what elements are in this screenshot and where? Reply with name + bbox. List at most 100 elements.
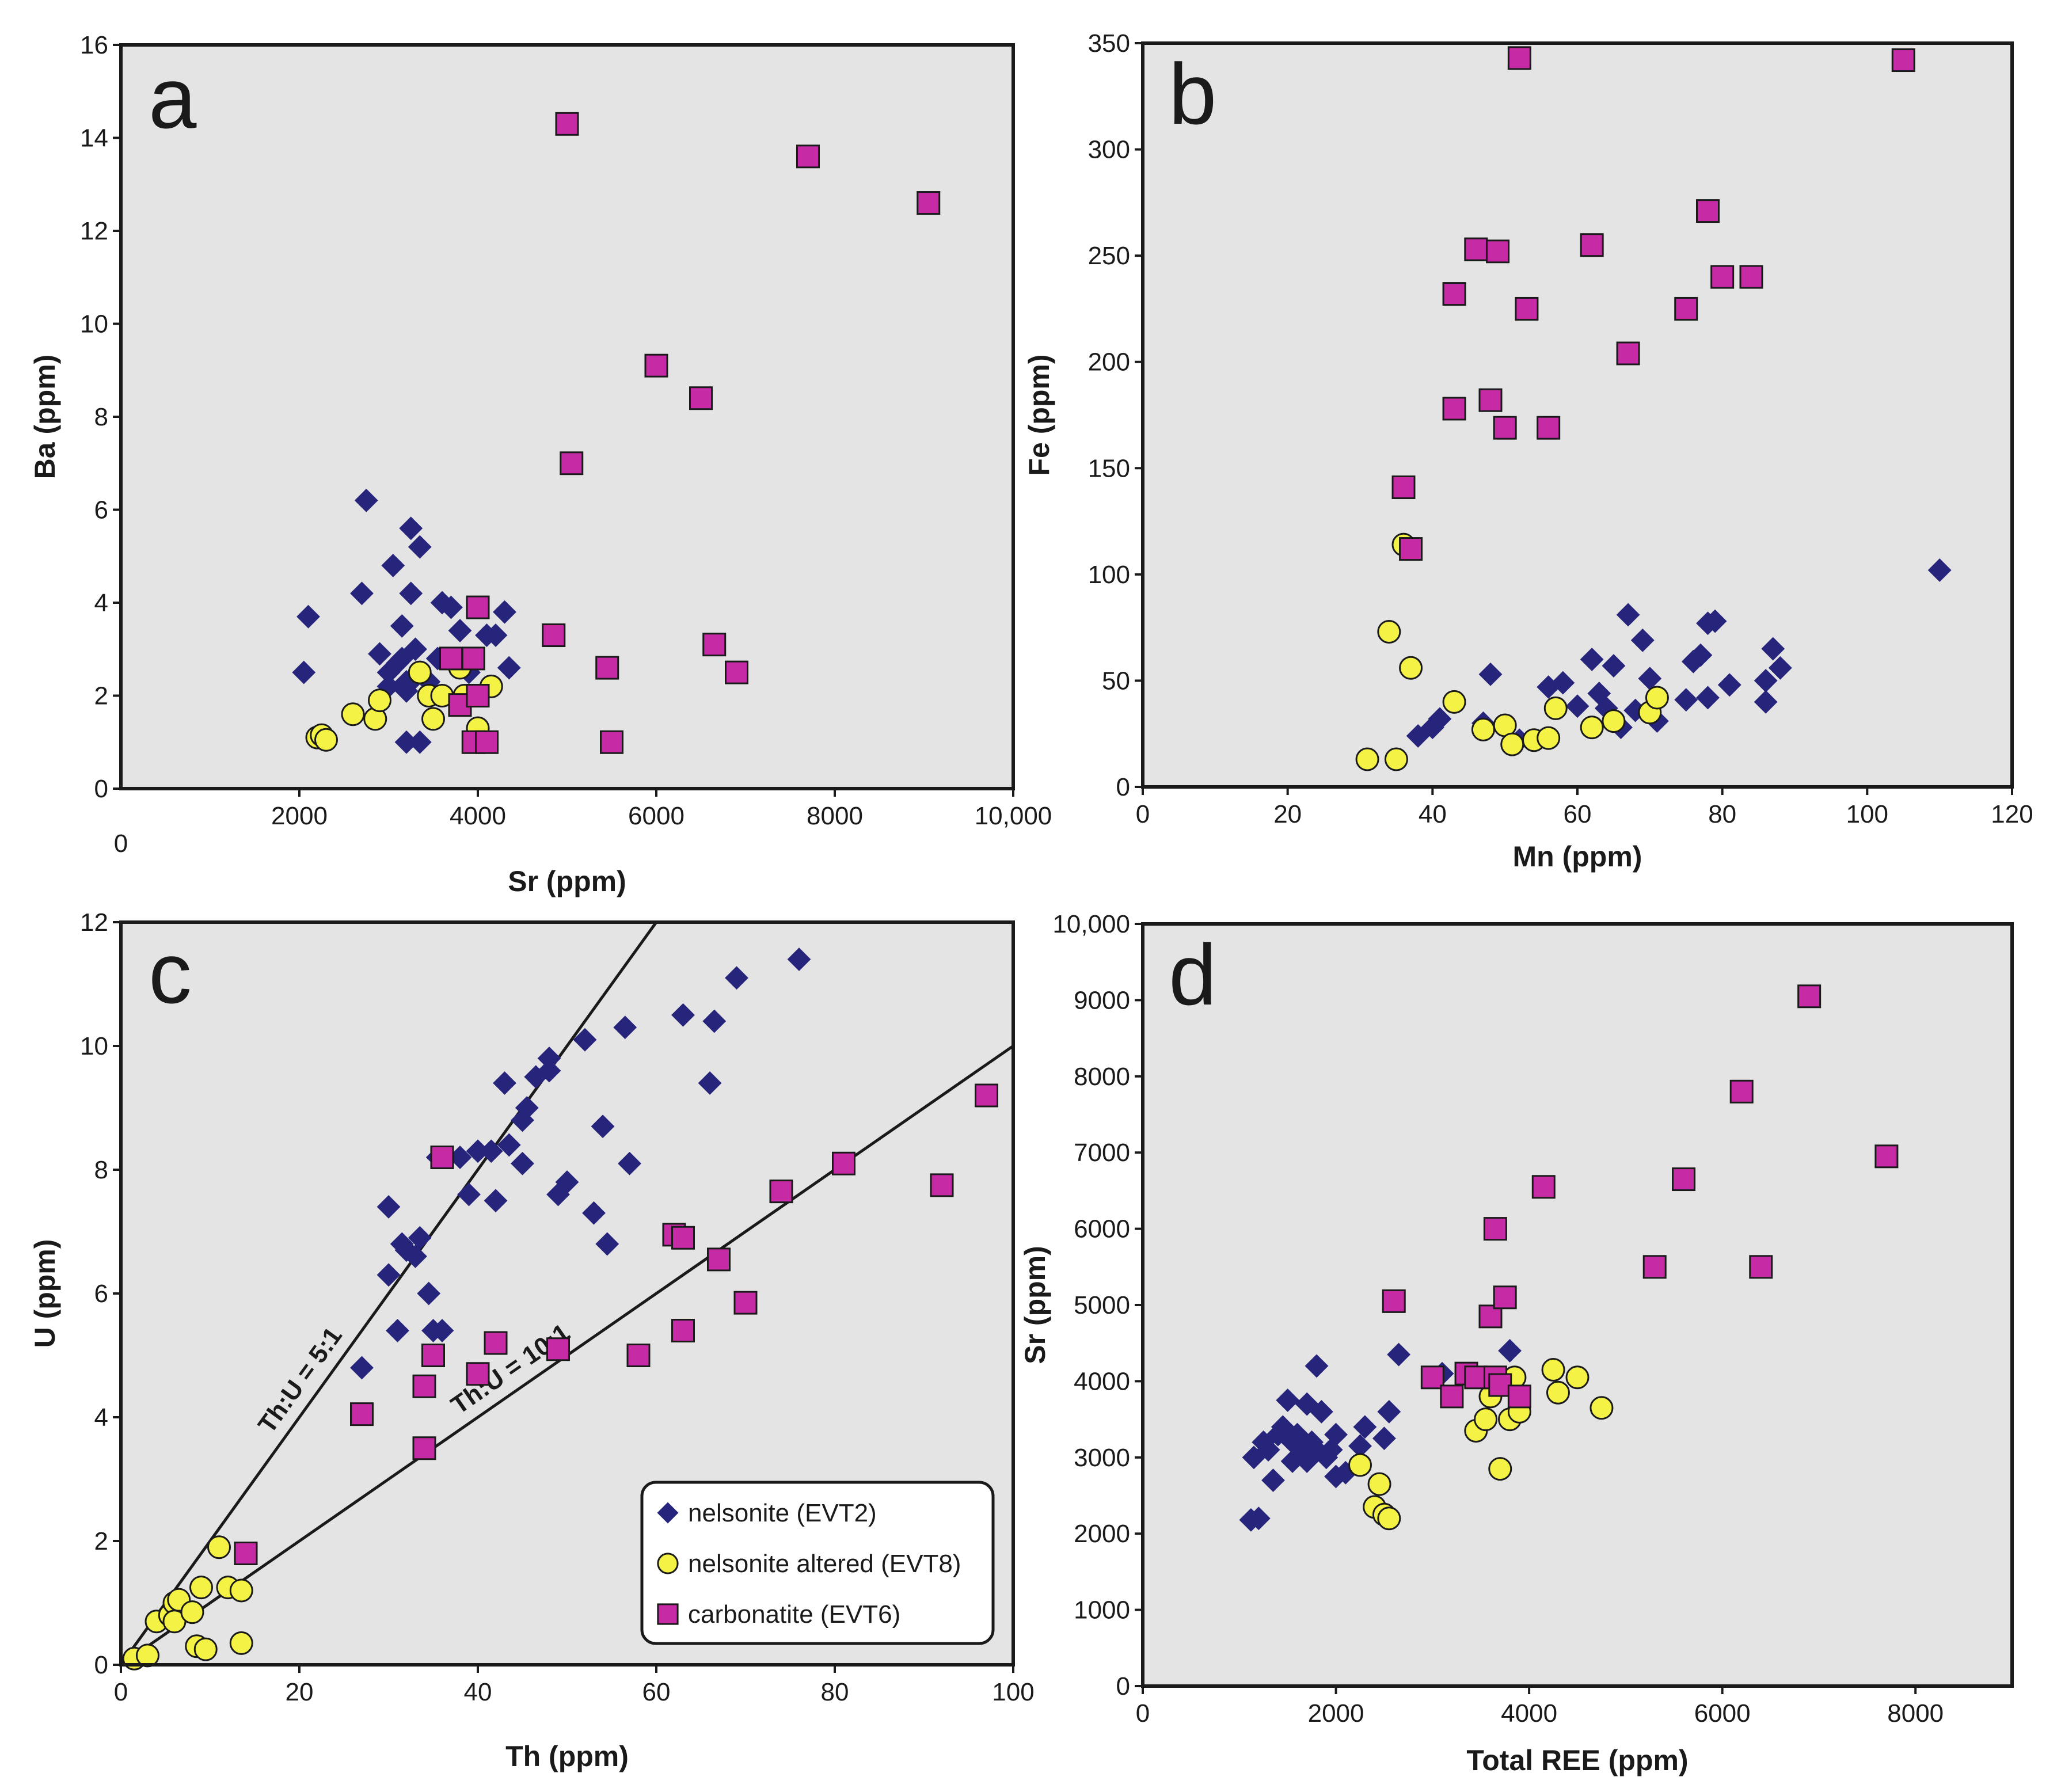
panel-d-marks bbox=[1239, 984, 1899, 1532]
panel-b-y-tick-label: 100 bbox=[1088, 561, 1130, 589]
panel-a-point-carbonatite bbox=[560, 451, 584, 475]
panel-b-point-nelsonite bbox=[1674, 688, 1698, 712]
panel-b-x-tick-label: 100 bbox=[1846, 800, 1888, 828]
panel-d-point-nelsonite_altered bbox=[1474, 1407, 1498, 1432]
panel-a-point-nelsonite bbox=[408, 730, 432, 754]
panel-c-point-nelsonite bbox=[350, 1356, 374, 1380]
panel-b-point-carbonatite bbox=[1464, 237, 1488, 261]
legend-label-carbonatite: carbonatite (EVT6) bbox=[688, 1600, 900, 1629]
panel-d-point-carbonatite bbox=[1531, 1175, 1556, 1199]
panel-b-point-nelsonite bbox=[1580, 648, 1604, 671]
panel-c-x-tick-label: 100 bbox=[992, 1678, 1034, 1706]
panel-b-point-nelsonite bbox=[1768, 656, 1792, 680]
panel-a-point-nelsonite_altered bbox=[314, 728, 338, 752]
panel-d-letter: d bbox=[1169, 926, 1216, 1023]
panel-b-point-nelsonite bbox=[1616, 603, 1640, 627]
panel-d-point-nelsonite bbox=[1377, 1399, 1401, 1424]
panel-d-y-tick-label: 6000 bbox=[1074, 1215, 1130, 1243]
panel-d-point-nelsonite_altered bbox=[1367, 1472, 1391, 1496]
panel-d-y-tick-label: 10,000 bbox=[1052, 910, 1130, 938]
panel-d-x-tick-label: 2000 bbox=[1308, 1699, 1364, 1728]
panel-c-point-nelsonite bbox=[386, 1319, 409, 1342]
panel-a-point-carbonatite bbox=[644, 353, 668, 378]
panel-c-point-nelsonite_altered bbox=[193, 1637, 218, 1661]
panel-a-point-carbonatite bbox=[542, 623, 566, 648]
panel-b-point-carbonatite bbox=[1710, 265, 1735, 289]
panel-c-y-tick-label: 8 bbox=[94, 1156, 108, 1184]
panel-d-y-tick-label: 3000 bbox=[1074, 1444, 1130, 1472]
panel-a-point-carbonatite bbox=[595, 656, 619, 680]
panel-d-y-axis-title: Sr (ppm) bbox=[1019, 1246, 1051, 1364]
panel-c-point-carbonatite bbox=[234, 1542, 258, 1565]
panel-a-point-nelsonite bbox=[399, 516, 423, 541]
panel-b-point-nelsonite bbox=[1754, 669, 1778, 693]
panel-d-plot-area bbox=[1143, 924, 2012, 1686]
panel-c-x-tick-label: 0 bbox=[114, 1678, 128, 1706]
panel-b-point-nelsonite_altered bbox=[1537, 726, 1561, 750]
panel-d-point-carbonatite bbox=[1488, 1373, 1512, 1397]
panel-a-y-tick-label: 6 bbox=[94, 496, 108, 524]
panel-b-x-tick-label: 20 bbox=[1273, 800, 1302, 828]
panel-c-x-tick-label: 80 bbox=[821, 1678, 849, 1706]
legend-label-nelsonite_altered: nelsonite altered (EVT8) bbox=[688, 1550, 961, 1578]
panel-c-point-nelsonite bbox=[671, 1003, 695, 1027]
panel-c-point-nelsonite bbox=[377, 1263, 401, 1287]
panel-d-point-nelsonite_altered bbox=[1488, 1457, 1512, 1481]
panel-c-point-carbonatite bbox=[930, 1173, 954, 1197]
panel-c-point-nelsonite bbox=[377, 1195, 401, 1219]
panel-a-point-carbonatite bbox=[466, 684, 490, 707]
panel-d-point-nelsonite bbox=[1305, 1354, 1329, 1378]
panel-c-point-carbonatite bbox=[769, 1180, 793, 1204]
panel-a-ticks: 2000 4000 6000 8000 10,000 0 2 4 6 8 10 12 14 16 bbox=[80, 31, 1052, 830]
legend-box bbox=[640, 1481, 995, 1645]
panel-a-point-nelsonite bbox=[381, 553, 405, 577]
panel-a: 2000 4000 6000 8000 10,000 0 2 4 6 8 10 12 14 16 a Sr… bbox=[29, 31, 1052, 897]
panel-d-y-tick-label: 9000 bbox=[1074, 986, 1130, 1014]
panel-a-point-carbonatite bbox=[461, 646, 485, 671]
panel-c-point-nelsonite bbox=[493, 1071, 516, 1095]
legend-marker-nelsonite bbox=[657, 1502, 679, 1524]
panel-d-point-carbonatite bbox=[1420, 1365, 1444, 1390]
panel-c-point-nelsonite bbox=[404, 1245, 427, 1268]
panel-c-y-tick-label: 6 bbox=[94, 1280, 108, 1308]
panel-b-point-nelsonite_altered bbox=[1355, 747, 1379, 771]
panel-d-x-tick-label: 8000 bbox=[1887, 1699, 1944, 1728]
panel-a-point-nelsonite bbox=[368, 642, 391, 666]
panel-d-point-carbonatite bbox=[1382, 1289, 1406, 1313]
panel-a-point-nelsonite_altered bbox=[368, 688, 391, 713]
panel-b-point-nelsonite_altered bbox=[1580, 716, 1604, 740]
panel-b-point-nelsonite_altered bbox=[1384, 747, 1408, 771]
legend-marker-carbonatite bbox=[657, 1603, 679, 1625]
panel-c-point-carbonatite bbox=[421, 1344, 445, 1367]
panel-d-point-carbonatite bbox=[1642, 1255, 1667, 1279]
panel-a-point-carbonatite bbox=[555, 112, 579, 136]
panel-d-point-carbonatite bbox=[1874, 1144, 1899, 1169]
panel-b-y-tick-label: 250 bbox=[1088, 242, 1130, 270]
panel-b-point-carbonatite bbox=[1616, 341, 1640, 366]
panel-a-point-carbonatite bbox=[600, 730, 623, 754]
panel-d-point-nelsonite bbox=[1261, 1468, 1285, 1492]
panel-b-point-nelsonite bbox=[1703, 609, 1727, 633]
panel-b-point-carbonatite bbox=[1478, 388, 1503, 412]
panel-d-point-carbonatite bbox=[1440, 1384, 1464, 1409]
panel-b-point-carbonatite bbox=[1493, 416, 1517, 440]
panel-d-y-tick-label: 4000 bbox=[1074, 1367, 1130, 1395]
panel-a-x-axis-title: Sr (ppm) bbox=[508, 865, 626, 897]
panel-c-point-nelsonite bbox=[537, 1047, 561, 1070]
panel-a-frame bbox=[119, 43, 1015, 790]
panel-c-point-nelsonite bbox=[515, 1096, 539, 1120]
panel-c-x-tick-label: 40 bbox=[464, 1678, 492, 1706]
legend-marker-nelsonite_altered bbox=[657, 1553, 679, 1574]
panel-b-point-carbonatite bbox=[1515, 296, 1539, 321]
panel-b-point-nelsonite bbox=[1478, 662, 1503, 686]
panel-d-y-tick-label: 5000 bbox=[1074, 1291, 1130, 1319]
panel-d-point-carbonatite bbox=[1729, 1079, 1754, 1104]
panel-c-point-nelsonite bbox=[457, 1182, 481, 1207]
panel-b-point-nelsonite_altered bbox=[1543, 696, 1568, 720]
panel-c-point-carbonatite bbox=[626, 1344, 651, 1367]
panel-a-y-tick-label: 4 bbox=[94, 589, 108, 617]
panel-b-point-nelsonite_altered bbox=[1377, 620, 1401, 644]
panel-b-point-nelsonite_altered bbox=[1645, 686, 1669, 710]
panel-b-x-axis-title: Mn (ppm) bbox=[1513, 840, 1642, 873]
panel-a-y-tick-label: 14 bbox=[80, 124, 108, 153]
